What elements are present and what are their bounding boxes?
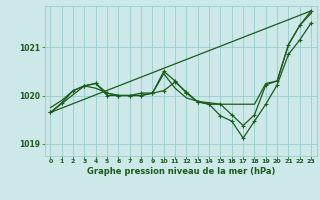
X-axis label: Graphe pression niveau de la mer (hPa): Graphe pression niveau de la mer (hPa) — [87, 167, 275, 176]
